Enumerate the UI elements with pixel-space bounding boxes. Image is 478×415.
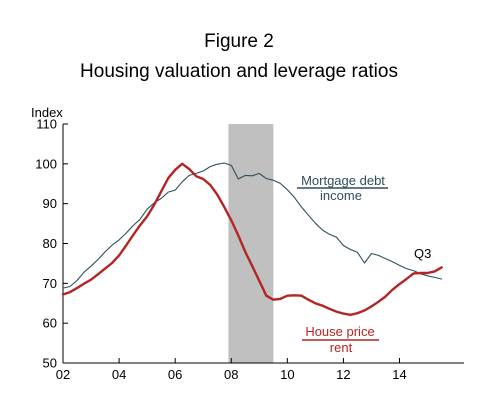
x-tick-label: 14 (392, 367, 406, 382)
y-tick-label: 70 (43, 276, 57, 291)
y-tick-label: 50 (43, 356, 57, 371)
series-label-house-price-rent: House price rent (302, 324, 379, 355)
shaded-region (228, 124, 274, 363)
series-line-mortgage-debt-income (62, 162, 443, 289)
series-label-denominator: income (320, 188, 362, 203)
x-tick-label: 12 (336, 367, 350, 382)
x-tick-label: 04 (112, 367, 126, 382)
end-annotation-q3: Q3 (414, 246, 431, 261)
series-label-numerator: House price (305, 324, 374, 339)
x-tick-label: 10 (280, 367, 294, 382)
chart-title: Figure 2 (204, 31, 274, 52)
series-line-house-price-rent (61, 162, 443, 316)
y-tick-label: 90 (43, 196, 57, 211)
y-tick-label: 110 (36, 117, 57, 132)
y-tick-label: 100 (35, 156, 57, 171)
x-tick-label: 06 (168, 367, 182, 382)
series-layer (61, 162, 443, 316)
chart-subtitle: Housing valuation and leverage ratios (80, 61, 398, 82)
series-label-numerator: Mortgage debt (301, 173, 385, 188)
y-tick-label: 60 (43, 316, 57, 331)
x-tick-label: 02 (56, 367, 70, 382)
y-tick-label: 80 (43, 236, 57, 251)
x-tick-label: 08 (224, 367, 238, 382)
series-label-mortgage-debt-income: Mortgage debt income (297, 173, 388, 203)
series-label-denominator: rent (330, 340, 353, 355)
y-axis-unit-label: Index (31, 105, 63, 120)
y-axis: 50 60 70 80 90 100 110 (35, 117, 68, 371)
x-axis: 02 04 06 08 10 12 14 (56, 358, 464, 382)
